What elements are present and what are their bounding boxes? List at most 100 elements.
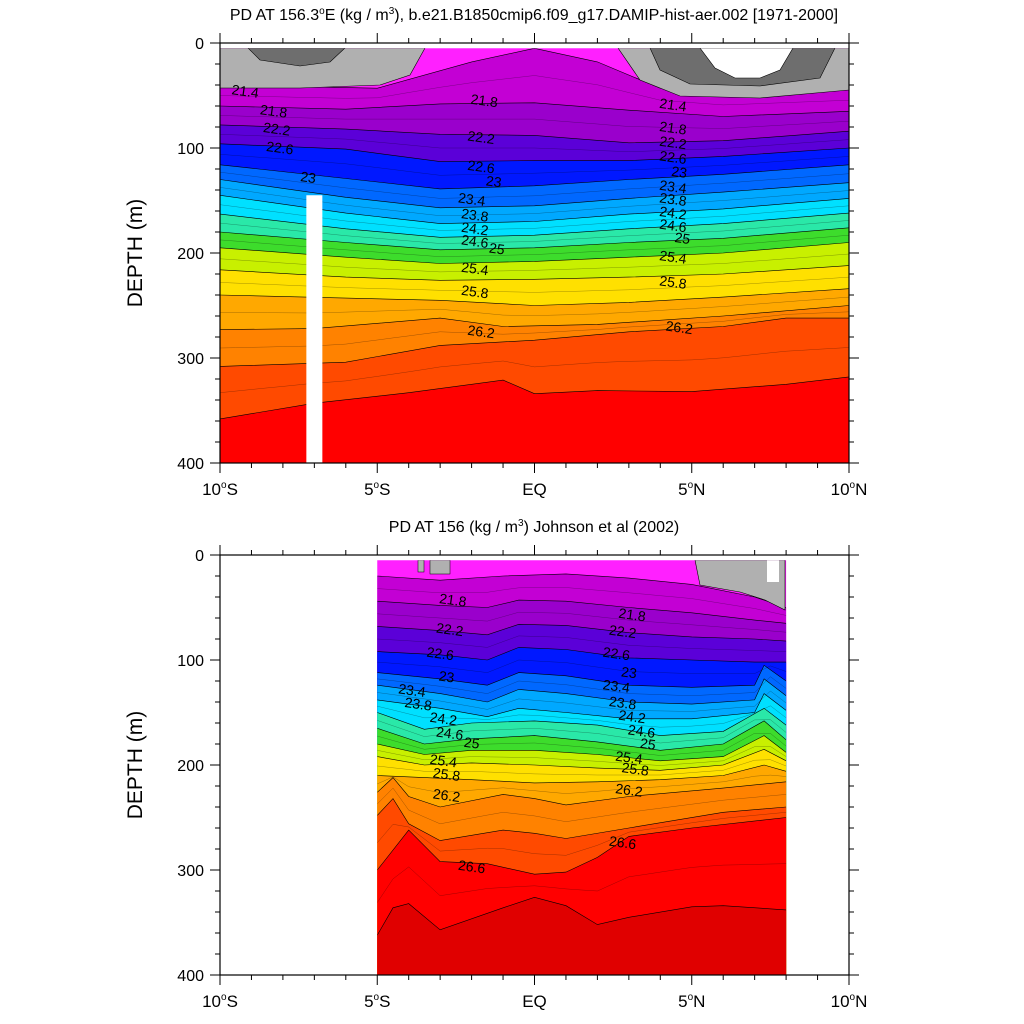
contour-line-25.8 (377, 764, 787, 784)
contour-label: 22.6 (602, 644, 631, 664)
contour-subline (220, 235, 849, 257)
contour-line-24.6 (220, 227, 849, 251)
contour-line-22.2 (220, 124, 849, 144)
contour-line-26.6 (377, 798, 787, 841)
contour-label: 24.6 (658, 216, 687, 236)
contour-subline (377, 733, 787, 756)
contour-label: 24.2 (658, 203, 687, 223)
x-tick-label: 10oS (202, 480, 238, 499)
contour-subline (377, 759, 787, 776)
x-axis: 10oS 5oS EQ 5oN 10oN (202, 545, 867, 1011)
contour-label: 25 (674, 229, 692, 247)
contour-subline (220, 296, 849, 316)
y-axis-label: DEPTH (m) (124, 199, 147, 308)
contour-label: 24.6 (460, 231, 489, 251)
contour-subline (220, 187, 849, 216)
x-tick-label: EQ (522, 992, 547, 1011)
contour-plot-top: 21.421.822.222.62321.822.222.62323.423.8… (177, 33, 867, 499)
contour-label: 25.4 (614, 748, 643, 768)
contour-band-27 (220, 376, 849, 463)
y-tick-label: 400 (177, 456, 204, 473)
y-tick-label: 200 (177, 246, 204, 263)
contour-plot-bottom: 21.822.222.62323.423.824.224.62525.425.8… (177, 545, 867, 1011)
y-tick-label: 100 (177, 653, 204, 670)
contour-label: 24.2 (460, 219, 489, 239)
contour-label: 24.2 (429, 709, 458, 729)
contour-label: 23.4 (457, 189, 486, 209)
missing-data-column (306, 195, 323, 463)
contour-subline (377, 863, 787, 903)
panel-title: PD AT 156.3oE (kg / m3), b.e21.B1850cmip… (230, 6, 838, 24)
contour-label: 23.4 (658, 177, 687, 197)
y-tick-label: 0 (195, 36, 204, 53)
contour-subline (377, 746, 787, 766)
contour-label: 22.2 (658, 133, 687, 153)
contour-label: 26.2 (467, 322, 496, 342)
contour-subline (377, 612, 787, 633)
contour-line-23.4 (377, 678, 787, 705)
panel-title: PD AT 156 (kg / m3) Johnson et al (2002) (389, 518, 679, 536)
contour-subline (377, 774, 787, 794)
contour-label: 21.4 (658, 95, 687, 115)
contour-label: 21.8 (618, 605, 647, 625)
panel-top: PD AT 156.3oE (kg / m3), b.e21.B1850cmip… (124, 6, 867, 499)
contour-label: 25.8 (621, 759, 650, 779)
contour-line-24.6 (377, 720, 787, 751)
contour-label: 22.2 (435, 619, 464, 639)
contour-line-21.8 (220, 102, 849, 117)
contour-line-24.2 (220, 212, 849, 238)
y-tick-label: 400 (177, 968, 204, 985)
contour-line-25.4 (377, 748, 787, 771)
contour-label: 26.6 (457, 857, 486, 877)
contour-label: 21.8 (658, 118, 687, 138)
contour-label: 22.2 (467, 127, 496, 147)
contour-subline (220, 115, 849, 129)
contour-label: 21.8 (438, 590, 467, 610)
contour-label: 21.8 (259, 101, 288, 121)
contour-label: 26.6 (608, 833, 637, 853)
contour-label: 22.6 (265, 138, 294, 158)
masked-region (767, 560, 779, 582)
contour-line-25.4 (220, 265, 849, 281)
contour-line-26.2 (377, 777, 787, 808)
x-tick-label: 5oS (364, 992, 390, 1011)
contour-label: 22.6 (658, 147, 687, 167)
contour-label: 22.2 (608, 622, 637, 642)
contour-line-23.8 (377, 693, 787, 720)
panel-bottom: PD AT 156 (kg / m3) Johnson et al (2002)… (124, 518, 867, 1011)
contour-subline (377, 635, 787, 652)
contour-label: 25 (463, 734, 481, 752)
contour-label: 23 (620, 663, 638, 681)
masked-region (247, 48, 346, 67)
contour-subline (377, 676, 787, 696)
contour-subline (377, 812, 787, 856)
x-axis: 10oS 5oS EQ 5oN 10oN (202, 33, 867, 499)
masked-region (699, 48, 794, 79)
contour-line-22.6 (377, 647, 787, 663)
contour-line-27.4 (377, 896, 787, 936)
contour-subline (220, 311, 849, 349)
contour-line-21.8 (377, 599, 787, 624)
contour-label: 24.6 (435, 723, 464, 743)
x-tick-label: 5oN (678, 480, 705, 499)
contour-line-23 (220, 164, 849, 190)
contour-subline (220, 220, 849, 244)
masked-region (429, 560, 451, 575)
y-tick-label: 200 (177, 758, 204, 775)
contour-label: 25.4 (658, 247, 687, 267)
contour-label: 25.4 (460, 259, 489, 279)
contour-label: 25.8 (658, 272, 687, 292)
contour-line-27 (220, 376, 849, 420)
contour-subline (220, 253, 849, 273)
x-tick-label: 10oN (831, 480, 868, 499)
y-axis: 0 100 200 300 400 (177, 36, 859, 473)
y-tick-label: 300 (177, 351, 204, 368)
contour-label: 23 (299, 168, 317, 186)
contour-line-27 (377, 817, 787, 875)
contour-line-25 (377, 735, 787, 762)
contour-line-23.4 (220, 179, 849, 209)
contour-subline (377, 690, 787, 712)
contour-label: 24.6 (627, 721, 656, 741)
contour-label: 23 (671, 163, 689, 181)
contour-label: 21.4 (231, 81, 260, 101)
